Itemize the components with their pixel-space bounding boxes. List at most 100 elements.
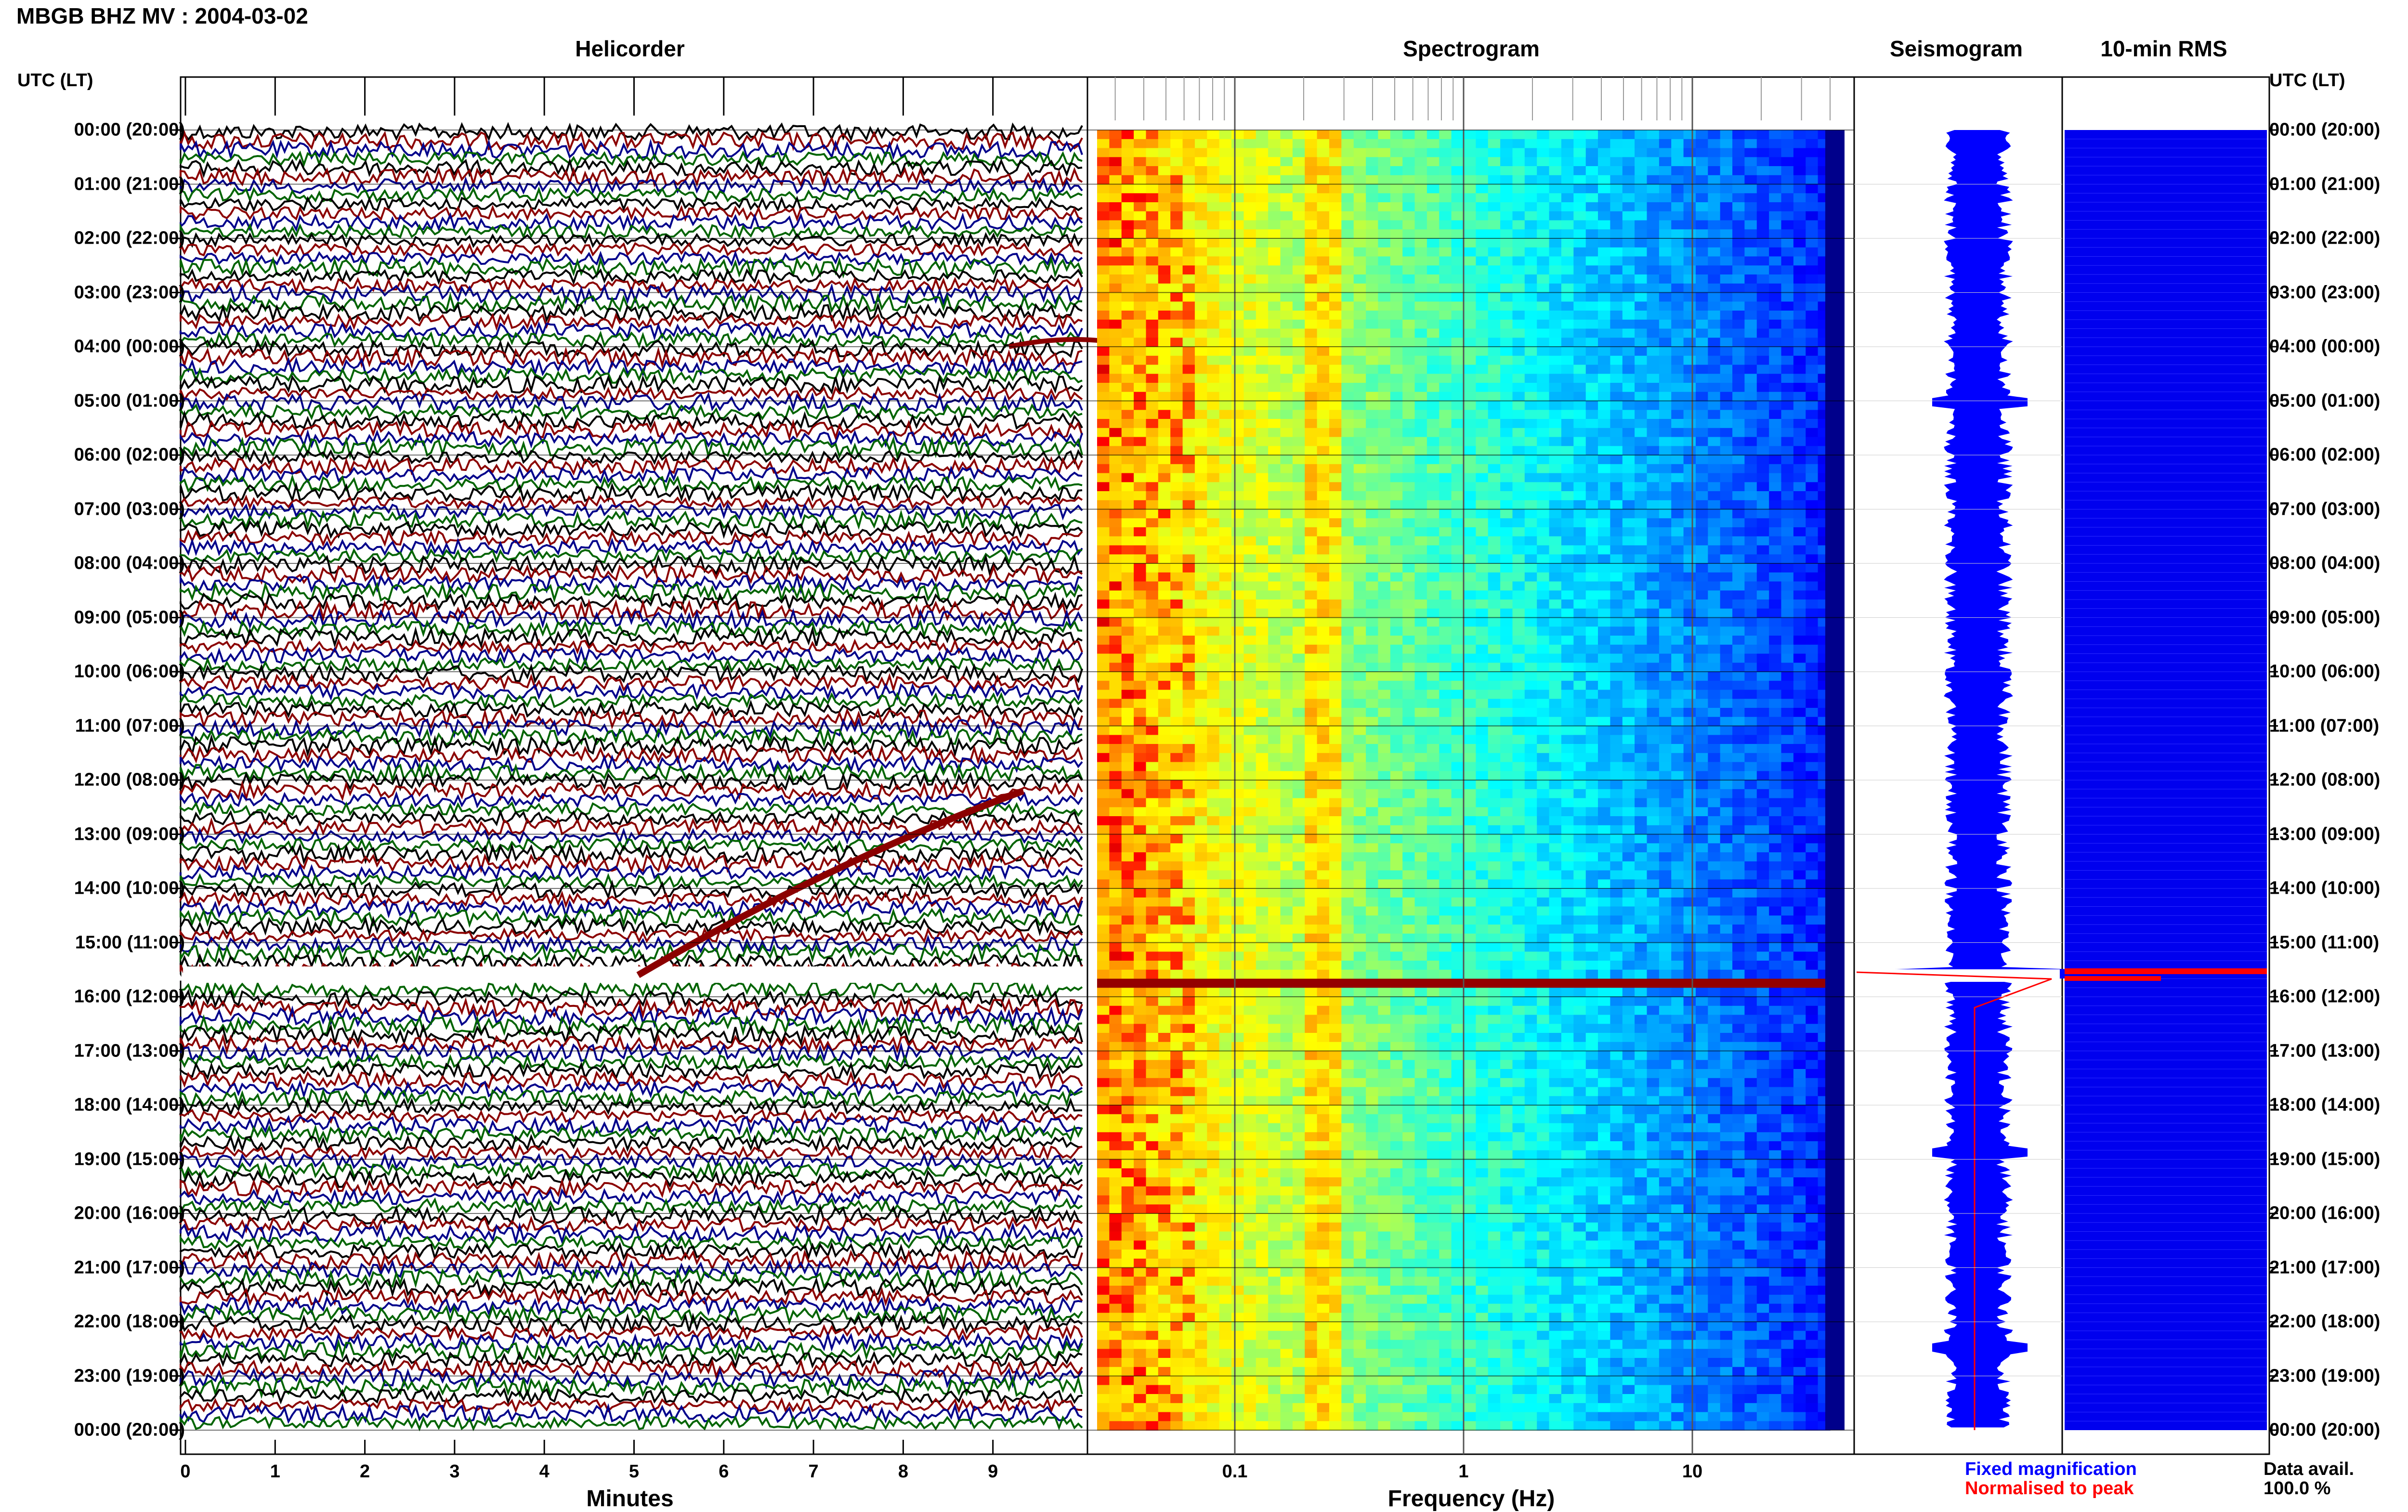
spectrogram-cell — [1293, 771, 1305, 780]
spectrogram-cell — [1586, 455, 1598, 464]
spectrogram-cell — [1659, 248, 1672, 257]
spectrogram-cell — [1806, 455, 1818, 464]
spectrogram-cell — [1378, 717, 1390, 726]
spectrogram-cell — [1427, 735, 1440, 744]
spectrogram-cell — [1390, 518, 1403, 527]
spectrogram-cell — [1293, 618, 1305, 627]
spectrogram-cell — [1781, 329, 1794, 338]
spectrogram-cell — [1170, 527, 1183, 536]
spectrogram-cell — [1793, 437, 1806, 446]
spectrogram-cell — [1537, 401, 1549, 410]
spectrogram-cell — [1671, 518, 1684, 527]
spectrogram-cell — [1146, 130, 1159, 139]
spectrogram-cell — [1659, 293, 1672, 302]
spectrogram-cell — [1598, 582, 1610, 591]
spectrogram-cell — [1170, 717, 1183, 726]
spectrogram-cell — [1537, 320, 1549, 329]
spectrogram-cell — [1097, 157, 1110, 166]
spectrogram-cell — [1146, 681, 1159, 690]
spectrogram-cell — [1134, 825, 1146, 834]
spectrogram-cell — [1561, 229, 1574, 238]
spectrogram-cell — [1366, 527, 1378, 536]
spectrogram-cell — [1744, 257, 1757, 266]
spectrogram-cell — [1744, 771, 1757, 780]
spectrogram-cell — [1097, 491, 1110, 500]
spectrogram-cell — [1573, 392, 1586, 401]
spectrogram-cell — [1354, 672, 1366, 681]
spectrogram-cell — [1122, 753, 1134, 762]
spectrogram-cell — [1439, 383, 1452, 392]
spectrogram-cell — [1134, 293, 1146, 302]
spectrogram-cell — [1231, 473, 1244, 482]
spectrogram-cell — [1744, 843, 1757, 852]
spectrogram-cell — [1366, 681, 1378, 690]
spectrogram-cell — [1573, 609, 1586, 618]
spectrogram-cell — [1573, 789, 1586, 798]
spectrogram-cell — [1402, 464, 1415, 473]
spectrogram-cell — [1415, 221, 1427, 230]
spectrogram-cell — [1708, 609, 1720, 618]
spectrogram-cell — [1744, 636, 1757, 645]
spectrogram-cell — [1476, 554, 1488, 563]
spectrogram-cell — [1610, 816, 1623, 825]
spectrogram-cell — [1806, 717, 1818, 726]
spectrogram-cell — [1109, 293, 1122, 302]
spectrogram-cell — [1464, 130, 1476, 139]
spectrogram-cell — [1684, 600, 1696, 609]
spectrogram-cell — [1268, 626, 1281, 636]
spectrogram-cell — [1134, 590, 1146, 600]
spectrogram-cell — [1488, 843, 1501, 852]
spectrogram-cell — [1243, 491, 1256, 500]
spectrogram-cell — [1732, 798, 1745, 808]
spectrogram-cell — [1561, 609, 1574, 618]
spectrogram-cell — [1488, 500, 1501, 509]
spectrogram-cell — [1097, 618, 1110, 627]
spectrogram-cell — [1402, 708, 1415, 717]
spectrogram-cell — [1452, 816, 1464, 825]
spectrogram-cell — [1696, 807, 1708, 816]
spectrogram-cell — [1537, 527, 1549, 536]
spectrogram-cell — [1439, 365, 1452, 374]
spectrogram-cell — [1293, 248, 1305, 257]
spectrogram-cell — [1317, 563, 1330, 573]
spectrogram-cell — [1647, 419, 1660, 428]
spectrogram-cell — [1219, 329, 1232, 338]
spectrogram-cell — [1610, 383, 1623, 392]
spectrogram-cell — [1305, 753, 1317, 762]
spectrogram-cell — [1293, 148, 1305, 157]
spectrogram-cell — [1134, 491, 1146, 500]
spectrogram-cell — [1744, 816, 1757, 825]
spectrogram-cell — [1183, 473, 1195, 482]
spectrogram-cell — [1243, 446, 1256, 455]
spectrogram-cell — [1378, 320, 1390, 329]
spectrogram-cell — [1109, 590, 1122, 600]
spectrogram-cell — [1769, 320, 1781, 329]
spectrogram-cell — [1390, 798, 1403, 808]
spectrogram-cell — [1635, 482, 1647, 491]
spectrogram-cell — [1427, 546, 1440, 555]
spectrogram-cell — [1366, 807, 1378, 816]
spectrogram-cell — [1598, 221, 1610, 230]
spectrogram-cell — [1610, 798, 1623, 808]
spectrogram-cell — [1158, 130, 1171, 139]
spectrogram-cell — [1219, 726, 1232, 735]
spectrogram-cell — [1647, 383, 1660, 392]
spectrogram-cell — [1561, 383, 1574, 392]
spectrogram-cell — [1134, 329, 1146, 338]
spectrogram-cell — [1207, 374, 1219, 383]
spectrogram-cell — [1476, 184, 1488, 194]
spectrogram-cell — [1623, 807, 1635, 816]
spectrogram-cell — [1366, 311, 1378, 320]
spectrogram-cell — [1488, 609, 1501, 618]
spectrogram-cell — [1671, 509, 1684, 519]
spectrogram-cell — [1170, 789, 1183, 798]
spectrogram-cell — [1329, 744, 1342, 753]
spectrogram-cell — [1109, 329, 1122, 338]
spectrogram-cell — [1317, 654, 1330, 663]
spectrogram-cell — [1329, 618, 1342, 627]
helicorder-trace — [181, 405, 1082, 419]
spectrogram-cell — [1243, 699, 1256, 708]
spectrogram-cell — [1635, 356, 1647, 365]
spectrogram-cell — [1378, 500, 1390, 509]
spectrogram-cell — [1513, 428, 1525, 437]
